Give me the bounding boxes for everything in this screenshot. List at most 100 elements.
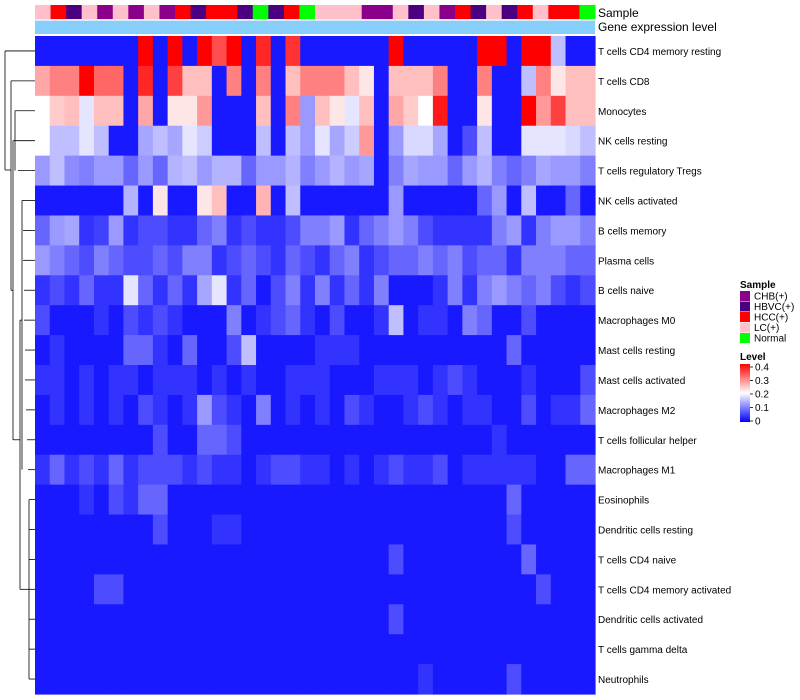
heatmap-cell [580, 484, 596, 516]
heatmap-cell [418, 185, 434, 217]
heatmap-cell [64, 544, 80, 575]
heatmap-cell [300, 634, 316, 665]
heatmap-cell [550, 305, 567, 336]
heatmap-cell [491, 544, 508, 575]
heatmap-cell [359, 544, 375, 575]
heatmap-cell [565, 394, 581, 426]
heatmap-cell [329, 305, 346, 336]
heatmap-cell [506, 125, 522, 157]
heatmap-cell [388, 365, 405, 396]
heatmap-cell [462, 305, 478, 336]
heatmap-cell [329, 365, 346, 396]
heatmap-cell [256, 664, 272, 695]
heatmap-cell [329, 215, 346, 246]
row-label: Plasma cells [598, 256, 654, 267]
heatmap-cell [315, 215, 331, 246]
heatmap-cell [580, 125, 596, 157]
legend-sample-items: CHB(+)HBVC(+)HCC(+)LC(+)Normal [740, 291, 794, 345]
heatmap-cell [373, 95, 390, 127]
heatmap-cell [565, 604, 581, 635]
heatmap-cell [241, 36, 257, 67]
heatmap-cell [108, 185, 125, 217]
heatmap-cell [403, 394, 419, 426]
row-label: Macrophages M2 [598, 406, 676, 417]
heatmap-cell [565, 365, 581, 396]
heatmap-cell [462, 634, 478, 665]
heatmap-cell [344, 185, 360, 217]
row-label: T cells CD8 [598, 77, 650, 88]
heatmap-cell [491, 245, 508, 276]
heatmap-cell [241, 125, 257, 157]
heatmap-cell [477, 215, 493, 246]
heatmap-cell [182, 125, 198, 157]
heatmap-cell [211, 544, 228, 575]
heatmap-cell [477, 634, 493, 665]
heatmap-cell [300, 36, 316, 67]
heatmap-cell [491, 365, 508, 396]
heatmap-cell [197, 424, 213, 456]
heatmap-cell [580, 65, 596, 97]
sample-annotation-cell [377, 5, 394, 19]
heatmap-cell [580, 604, 596, 635]
heatmap-cell [152, 365, 169, 396]
heatmap-cell [329, 574, 346, 605]
heatmap-cell [226, 65, 242, 97]
heatmap-cell [93, 245, 110, 276]
heatmap-cell [138, 604, 154, 635]
heatmap-cell [550, 65, 567, 97]
heatmap-cell [241, 574, 257, 605]
heatmap-cell [536, 544, 552, 575]
heatmap-cell [580, 514, 596, 546]
heatmap-cell [388, 36, 405, 67]
heatmap-cell [359, 125, 375, 157]
heatmap-cell [565, 514, 581, 546]
heatmap-cell [138, 185, 154, 217]
heatmap-cell [64, 185, 80, 217]
heatmap-cell [432, 514, 449, 546]
heatmap-cell [462, 275, 478, 306]
heatmap-cell [35, 185, 51, 217]
heatmap-cell [123, 574, 139, 605]
heatmap-cell [432, 424, 449, 456]
heatmap-cell [344, 95, 360, 127]
heatmap-cell [108, 275, 125, 306]
heatmap-cell [108, 365, 125, 396]
heatmap-cell [285, 185, 301, 217]
heatmap-cell [344, 484, 360, 516]
row-label: T cells gamma delta [598, 645, 688, 656]
heatmap-cell [536, 454, 552, 486]
heatmap-cell [388, 125, 405, 157]
heatmap-cell [565, 125, 581, 157]
heatmap-cell [123, 275, 139, 306]
heatmap-cell [226, 335, 242, 366]
sample-annotation-cell [315, 5, 332, 19]
row-label: NK cells activated [598, 197, 677, 208]
heatmap-cell [373, 185, 390, 217]
heatmap-cell [64, 365, 80, 396]
heatmap-cell [432, 65, 449, 97]
heatmap-cell [477, 484, 493, 516]
sample-annotation-cell [361, 5, 378, 19]
heatmap-cell [536, 394, 552, 426]
heatmap-cell [64, 634, 80, 665]
heatmap-cell [211, 155, 228, 187]
heatmap-cell [93, 514, 110, 546]
heatmap-cell [580, 544, 596, 575]
legend-swatch [740, 333, 750, 343]
heatmap-cell [167, 454, 183, 486]
heatmap-cell [359, 484, 375, 516]
row-label: Dendritic cells resting [598, 526, 693, 537]
heatmap-cell [359, 215, 375, 246]
heatmap-cell [565, 454, 581, 486]
heatmap-cell [270, 305, 287, 336]
heatmap-cell [388, 275, 405, 306]
heatmap-cell [182, 305, 198, 336]
heatmap-cell [344, 65, 360, 97]
heatmap-cell [182, 484, 198, 516]
heatmap-cell [138, 125, 154, 157]
heatmap-cell [270, 514, 287, 546]
heatmap-cell [388, 484, 405, 516]
heatmap-cell [152, 424, 169, 456]
heatmap-cell [432, 155, 449, 187]
heatmap-cell [123, 335, 139, 366]
